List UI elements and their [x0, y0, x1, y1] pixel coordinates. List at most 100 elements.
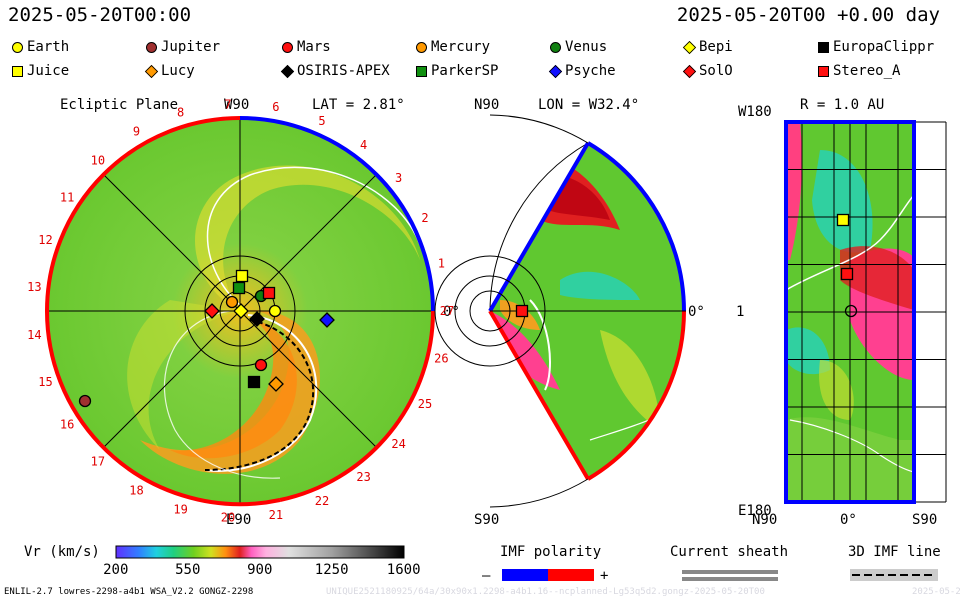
- sector-number: 6: [272, 100, 279, 114]
- colorbar-tick: 200: [103, 562, 129, 578]
- legend-item-europaclippr: EuropaClippr: [818, 39, 934, 55]
- earth-view-x-right: S90: [912, 512, 938, 528]
- colorbar-tick: 550: [175, 562, 201, 578]
- legend-item-psyche: Psyche: [548, 63, 616, 79]
- legend-item-bepi: Bepi: [682, 39, 733, 55]
- marker-bepi: [233, 303, 249, 319]
- legend-item-parkersp: ParkerSP: [416, 63, 498, 79]
- sector-number: 20: [221, 511, 235, 525]
- marker-earth: [268, 304, 282, 318]
- sector-number: 17: [91, 455, 105, 469]
- sector-number: 13: [27, 280, 41, 294]
- legend-label: Jupiter: [161, 39, 221, 55]
- sector-number: 21: [269, 508, 283, 522]
- legend-item-mars: Mars: [282, 39, 331, 55]
- sector-number: 3: [395, 171, 402, 185]
- marker-mercury: [225, 295, 239, 309]
- marker-lucy: [268, 376, 284, 392]
- sector-number: 19: [173, 502, 187, 516]
- sector-number: 22: [315, 494, 329, 508]
- footer-date-tail: 2025-05-21: [912, 587, 960, 597]
- legend-label: Mercury: [431, 39, 491, 55]
- legend-item-mercury: Mercury: [416, 39, 490, 55]
- marker-stereo-a: [515, 304, 529, 318]
- sector-number: 5: [318, 114, 325, 128]
- legend-label: Bepi: [699, 39, 733, 55]
- meridional-lon-label: LON = W32.4°: [538, 97, 640, 113]
- legend-label: Earth: [27, 39, 70, 55]
- legend-label: ParkerSP: [431, 63, 499, 79]
- marker-juice: [836, 213, 850, 227]
- circle-marker-icon: [282, 41, 293, 53]
- sector-number: 14: [27, 328, 41, 342]
- ecliptic-title: Ecliptic Plane: [60, 97, 179, 113]
- legend-label: Juice: [27, 63, 70, 79]
- legend-item-lucy: Lucy: [144, 63, 195, 79]
- ecliptic-lat-label: LAT = 2.81°: [312, 97, 405, 113]
- square-marker-icon: [818, 41, 829, 53]
- circle-marker-icon: [550, 41, 561, 53]
- square-marker-icon: [416, 65, 427, 77]
- earth-view-bottom-left: E180: [738, 503, 772, 519]
- colorbar-tick: 900: [247, 562, 273, 578]
- sector-number: 8: [177, 106, 184, 120]
- legend-label: Stereo_A: [833, 63, 901, 79]
- legend-label: Venus: [565, 39, 608, 55]
- legend-item-stereo-a: Stereo_A: [818, 63, 900, 79]
- colorbar-label: Vr (km/s): [24, 544, 100, 560]
- sector-number: 10: [91, 153, 105, 167]
- footer-watermark: UNIQUE2521180925/64a/30x90x1.2298-a4b1.1…: [326, 587, 765, 597]
- ecliptic-bottom-label: E90: [226, 512, 252, 528]
- marker-solo: [204, 303, 220, 319]
- imf-plus: +: [600, 568, 609, 584]
- sector-number: 24: [391, 437, 405, 451]
- earth-view-mid-left: 1: [736, 304, 745, 320]
- square-marker-icon: [818, 65, 829, 77]
- ecliptic-top-label: W90: [224, 97, 250, 113]
- colorbar-tick: 1250: [314, 562, 349, 578]
- marker-europaclippr: [247, 375, 261, 389]
- marker-earth: [844, 304, 858, 318]
- legend-label: Psyche: [565, 63, 616, 79]
- sector-number: 9: [133, 125, 140, 139]
- earth-view-x-mid: 0°: [840, 512, 857, 528]
- marker-mars: [254, 358, 268, 372]
- sector-number: 23: [356, 470, 370, 484]
- marker-parkersp: [232, 281, 246, 295]
- sector-number: 16: [60, 418, 74, 432]
- footer-model: ENLIL-2.7 lowres-2298-a4b1 WSA_V2.2 GONG…: [4, 587, 254, 597]
- legend-item-venus: Venus: [550, 39, 607, 55]
- sector-number: 2: [421, 211, 428, 225]
- legend-label: Lucy: [161, 63, 195, 79]
- earth-view-r-label: R = 1.0 AU: [800, 97, 885, 113]
- marker-osiris-apex: [249, 311, 265, 327]
- sector-number: 18: [129, 483, 143, 497]
- sector-number: 25: [418, 397, 432, 411]
- sector-number: 15: [38, 375, 52, 389]
- sheath-title: Current sheath: [670, 544, 789, 560]
- meridional-right-label: 0°: [688, 304, 705, 320]
- marker-psyche: [319, 312, 335, 328]
- meridional-top-label: N90: [474, 97, 500, 113]
- earth-view-x-left: N90: [752, 512, 778, 528]
- sector-number: 26: [434, 352, 448, 366]
- legend-item-earth: Earth: [12, 39, 69, 55]
- legend-label: Mars: [297, 39, 331, 55]
- sector-number: 7: [224, 97, 231, 111]
- meridional-bottom-label: S90: [474, 512, 500, 528]
- legend-item-osiris-apex: OSIRIS-APEX: [280, 63, 390, 79]
- sector-number: 12: [38, 233, 52, 247]
- circle-marker-icon: [12, 41, 23, 53]
- header-left-time: 2025-05-20T00:00: [8, 4, 192, 26]
- imf3d-title: 3D IMF line: [848, 544, 941, 560]
- legend-item-solo: SolO: [682, 63, 733, 79]
- imf-title: IMF polarity: [500, 544, 602, 560]
- legend-label: EuropaClippr: [833, 39, 935, 55]
- sector-number: 4: [360, 138, 367, 152]
- legend-item-jupiter: Jupiter: [146, 39, 220, 55]
- earth-view-top-left: W180: [738, 104, 772, 120]
- circle-marker-icon: [146, 41, 157, 53]
- sector-number: 27: [440, 304, 454, 318]
- legend-item-juice: Juice: [12, 63, 69, 79]
